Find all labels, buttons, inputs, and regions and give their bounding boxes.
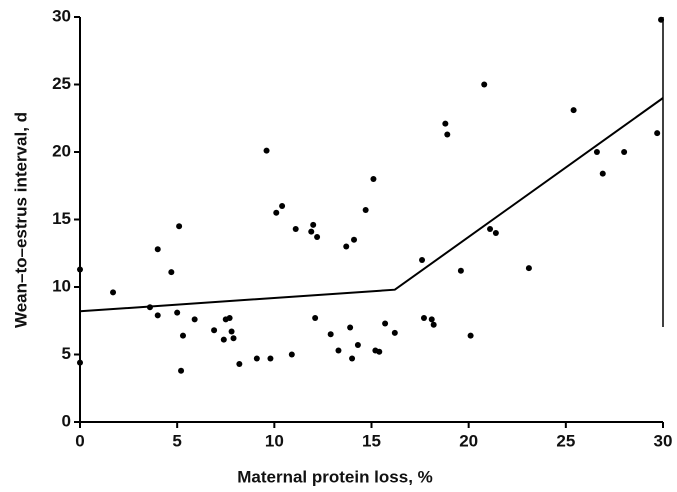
point (228, 328, 235, 335)
point (444, 131, 451, 138)
point (226, 315, 233, 322)
fit-line (79, 97, 664, 313)
point (442, 120, 449, 127)
x-tick-label: 10 (265, 431, 284, 450)
point (457, 267, 464, 274)
y-tick-label: 25 (52, 74, 71, 93)
point (230, 335, 237, 342)
y-tick-label: 0 (62, 411, 71, 430)
point (292, 225, 299, 232)
y-tick-label: 10 (52, 276, 71, 295)
point (154, 246, 161, 253)
point (310, 221, 317, 228)
point (593, 149, 600, 155)
x-tick-label: 5 (172, 431, 181, 450)
x-axis-label: Maternal protein loss, % (237, 467, 433, 486)
point (179, 332, 186, 339)
point (174, 309, 181, 316)
point (376, 348, 383, 355)
point (273, 209, 280, 216)
point (263, 147, 270, 154)
point (428, 316, 435, 323)
point (654, 130, 661, 137)
x-tick-label: 0 (75, 431, 84, 450)
point (308, 228, 315, 235)
point (312, 315, 319, 322)
point (621, 149, 628, 155)
x-tick-label: 30 (654, 431, 673, 450)
point (599, 170, 606, 177)
y-axis-label: Wean–to–estrus interval, d (11, 112, 30, 328)
point (220, 336, 227, 343)
y-tick-label: 5 (62, 344, 71, 363)
point (77, 266, 83, 273)
point (253, 355, 260, 362)
point (176, 223, 183, 230)
point (349, 355, 356, 362)
y-tick-label: 15 (52, 209, 71, 228)
point (327, 331, 334, 338)
point (343, 243, 350, 250)
point (481, 81, 488, 88)
point (211, 327, 218, 334)
point (191, 316, 198, 323)
point (236, 360, 243, 367)
point (110, 289, 117, 296)
x-tick-label: 15 (362, 431, 381, 450)
point (430, 321, 437, 328)
point (351, 236, 358, 243)
point (335, 347, 342, 354)
point (77, 359, 83, 366)
point (492, 230, 499, 236)
point (178, 367, 185, 374)
y-tick-label: 20 (52, 141, 71, 160)
point (354, 342, 361, 349)
point (168, 269, 175, 276)
point (267, 355, 274, 362)
point (658, 16, 665, 23)
point (570, 107, 577, 114)
point (467, 332, 474, 339)
point (362, 207, 369, 214)
point (525, 265, 532, 272)
point (391, 329, 398, 336)
point (347, 324, 354, 331)
point (279, 203, 286, 209)
point (487, 225, 494, 232)
point (419, 257, 426, 263)
x-tick-label: 20 (459, 431, 478, 450)
y-tick-label: 30 (52, 6, 71, 25)
point (370, 176, 377, 182)
x-tick-label: 25 (556, 431, 575, 450)
point (288, 351, 295, 358)
point (314, 234, 321, 241)
point (154, 312, 161, 319)
point (420, 315, 427, 322)
point (382, 320, 389, 327)
